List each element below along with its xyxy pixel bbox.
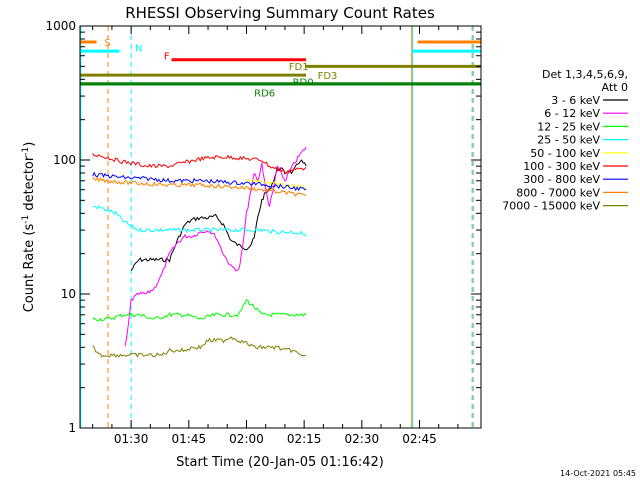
flag-label-rd6: RD6 xyxy=(254,88,275,99)
y-tick-label: 10 xyxy=(61,287,76,301)
plot-area: SNFFD1FD3RD0RD6 01:3001:4502:0002:1502:3… xyxy=(45,19,482,446)
x-tick-label: 02:00 xyxy=(229,432,264,446)
y-tick-label: 1000 xyxy=(45,19,76,33)
legend-header-line2: Att 0 xyxy=(602,81,628,94)
x-tick-label: 02:15 xyxy=(287,432,322,446)
footer-date: 14-Oct-2021 05:45 xyxy=(560,469,636,478)
x-axis-label: Start Time (20-Jan-05 01:16:42) xyxy=(176,455,384,470)
series-line xyxy=(92,205,307,237)
series-line xyxy=(92,176,307,197)
flag-label-fd3: FD3 xyxy=(318,71,338,82)
legend-label: 50 - 100 keV xyxy=(530,147,600,160)
flag-label-f: F xyxy=(164,52,170,63)
series-line xyxy=(92,336,307,358)
legend-label: 3 - 6 keV xyxy=(551,94,600,107)
x-tick-label: 02:30 xyxy=(345,432,380,446)
y-label-sup2: -1 xyxy=(21,147,31,156)
y-label-mid: detector xyxy=(22,155,37,215)
y-label-end: ) xyxy=(22,142,37,147)
flag-label-fd1: FD1 xyxy=(289,62,309,73)
series-group xyxy=(92,146,307,358)
y-axis-ticks: 1 10 100 1000 xyxy=(45,19,481,435)
legend-header-line1: Det 1,3,4,5,6,9, xyxy=(542,68,628,81)
x-axis-ticks: 01:30 01:45 02:00 02:15 02:30 02:45 xyxy=(92,26,459,446)
flag-label-s: S xyxy=(104,38,110,49)
series-line xyxy=(92,152,307,174)
plot-frame xyxy=(79,25,482,429)
flag-lines: SNFFD1FD3RD0RD6 xyxy=(80,38,481,99)
y-label-main: Count Rate (s xyxy=(22,224,37,313)
y-axis-label: Count Rate (s-1 detector-1) xyxy=(21,142,37,313)
legend-label: 100 - 300 keV xyxy=(523,160,600,173)
series-line xyxy=(92,298,307,322)
legend-label: 12 - 25 keV xyxy=(537,120,600,133)
legend-label: 800 - 7000 keV xyxy=(516,186,600,199)
series-line xyxy=(92,171,307,192)
x-tick-label: 01:30 xyxy=(114,432,149,446)
y-tick-label: 1 xyxy=(68,421,76,435)
legend-label: 25 - 50 keV xyxy=(537,134,600,147)
x-tick-label: 01:45 xyxy=(172,432,207,446)
legend-label: 300 - 800 keV xyxy=(523,173,600,186)
series-line xyxy=(124,146,307,347)
chart-title: RHESSI Observing Summary Count Rates xyxy=(125,4,435,22)
y-label-sup1: -1 xyxy=(21,215,31,224)
legend-label: 7000 - 15000 keV xyxy=(502,200,600,213)
series-line xyxy=(246,178,307,189)
x-tick-label: 02:45 xyxy=(402,432,437,446)
y-tick-label: 100 xyxy=(53,153,76,167)
legend-label: 6 - 12 keV xyxy=(544,107,600,120)
flag-label-n: N xyxy=(135,44,142,55)
